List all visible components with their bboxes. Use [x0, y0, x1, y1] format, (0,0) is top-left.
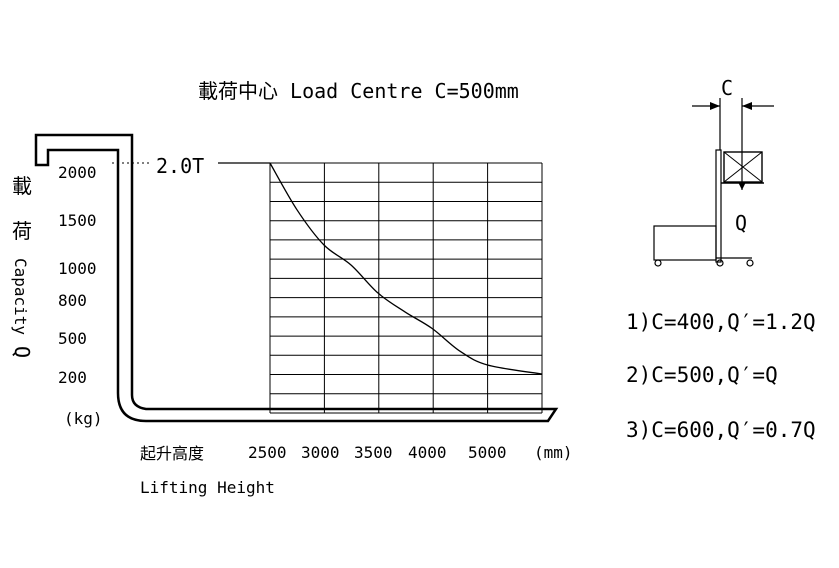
note-1: 1)C=400,Q′=1.2Q — [626, 310, 816, 334]
dim-arrowhead-right — [742, 102, 752, 110]
y-tick-2000: 2000 — [58, 163, 97, 182]
y-ticks: 2000 1500 1000 800 500 200 — [58, 163, 97, 387]
y-unit: (kg) — [64, 409, 103, 428]
wheel-front — [746, 259, 754, 267]
chart-title: 載荷中心 Load Centre C=500mm — [198, 79, 519, 103]
chart-grid — [269, 162, 543, 414]
note-3: 3)C=600,Q′=0.7Q — [626, 418, 816, 442]
dim-arrowhead-left — [710, 102, 720, 110]
y-label-symbol: Q — [10, 346, 34, 358]
load-box-cross-2 — [723, 151, 763, 183]
y-label-cn-2: 荷 — [12, 219, 32, 243]
x-tick-3000: 3000 — [301, 443, 340, 462]
y-label-en: Capacity — [11, 258, 30, 335]
x-label-cn: 起升高度 — [140, 444, 204, 463]
x-tick-3500: 3500 — [354, 443, 393, 462]
truck-body — [653, 225, 717, 261]
x-tick-2500: 2500 — [248, 443, 287, 462]
load-centre-diagram: C Q — [653, 76, 774, 267]
fork-outline — [34, 133, 559, 423]
y-tick-200: 200 — [58, 368, 87, 387]
y-label-cn-1: 載 — [12, 174, 32, 198]
y-tick-800: 800 — [58, 291, 87, 310]
rated-capacity-label: 2.0T — [156, 154, 204, 178]
x-label-en: Lifting Height — [140, 478, 275, 497]
y-axis-label: 載 荷 Capacity Q — [10, 174, 34, 358]
mast — [715, 149, 722, 263]
diagram-q-label: Q — [735, 211, 747, 235]
x-ticks: 2500 3000 3500 4000 5000 — [248, 443, 507, 462]
wheel-rear — [654, 259, 662, 267]
wheel-mid — [716, 259, 724, 267]
note-2: 2)C=500,Q′=Q — [626, 363, 778, 387]
load-arrowhead — [738, 182, 746, 190]
capacity-curve — [269, 162, 543, 375]
y-tick-1000: 1000 — [58, 259, 97, 278]
x-unit: (mm) — [534, 443, 573, 462]
x-tick-5000: 5000 — [468, 443, 507, 462]
diagram-c-label: C — [721, 76, 733, 100]
load-centre-notes: 1)C=400,Q′=1.2Q 2)C=500,Q′=Q 3)C=600,Q′=… — [626, 310, 816, 442]
y-tick-1500: 1500 — [58, 211, 97, 230]
x-tick-4000: 4000 — [408, 443, 447, 462]
y-tick-500: 500 — [58, 329, 87, 348]
